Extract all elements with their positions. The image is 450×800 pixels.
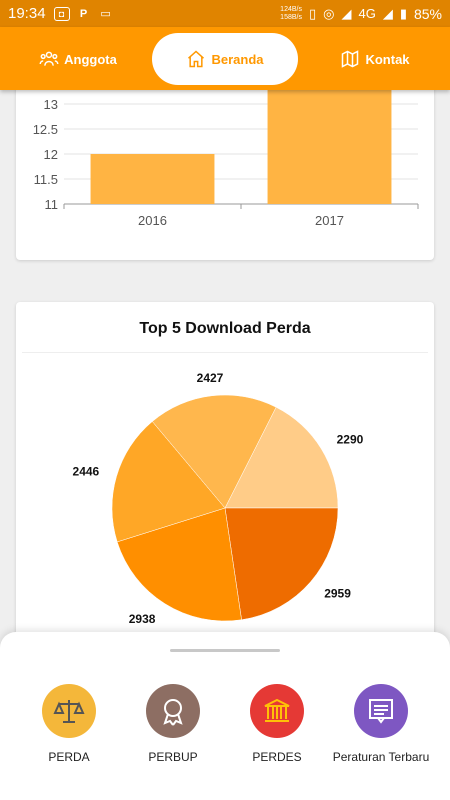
nav-tab-kontak[interactable]: Kontak	[330, 33, 420, 85]
menu-label: PERDES	[252, 750, 302, 764]
people-icon	[39, 51, 59, 66]
bottom-sheet: PERDA PERBUP PERDES Peraturan Terbaru	[0, 632, 450, 800]
status-time: 19:34	[8, 5, 46, 22]
x-tick-label: 2016	[138, 213, 167, 228]
net-speed-down: 158B/s	[280, 13, 302, 21]
nav-tab-label: Beranda	[211, 51, 264, 67]
laptop-icon: ▭	[100, 8, 111, 20]
pie-data-label: 2290	[337, 432, 364, 446]
y-tick-label: 12	[44, 147, 58, 162]
menu-icon-circle	[146, 684, 200, 738]
menu-label: PERDA	[48, 750, 90, 764]
net-speed: 124B/s 158B/s	[280, 6, 302, 22]
signal-icon: ◢	[341, 5, 352, 21]
y-tick-label: 11	[45, 197, 59, 212]
pie-data-label: 2959	[324, 587, 351, 601]
network-type: 4G	[358, 6, 376, 21]
map-icon	[342, 50, 359, 68]
x-tick-label: 2017	[315, 213, 344, 228]
menu-item-perda[interactable]: PERDA	[14, 684, 124, 764]
net-speed-up: 124B/s	[280, 5, 302, 13]
menu-icon-circle	[250, 684, 304, 738]
pie-data-label: 2446	[73, 464, 100, 478]
signal-icon-2: ◢	[382, 5, 393, 21]
bar-chart: 11 11.5 12 12.5 13 2016 2017	[33, 79, 419, 228]
bar-chart-card: 11 11.5 12 12.5 13 2016 2017	[16, 60, 434, 260]
app-p-icon: P	[79, 7, 88, 20]
bar-2017	[267, 79, 392, 204]
scales-icon	[53, 700, 85, 723]
pie-slice-2446	[111, 421, 226, 543]
menu-item-perbup[interactable]: PERBUP	[118, 684, 228, 764]
y-tick-label: 13	[44, 97, 58, 112]
nav-tab-label: Kontak	[365, 51, 410, 67]
sheet-drag-handle[interactable]	[170, 649, 280, 652]
award-icon	[163, 699, 183, 726]
bar-2016	[90, 154, 215, 204]
nav-tab-anggota[interactable]: Anggota	[28, 33, 128, 85]
battery-icon: ▮	[399, 5, 407, 21]
top-navigation: Anggota Beranda Kontak	[0, 27, 450, 90]
menu-icon-circle	[354, 684, 408, 738]
menu-item-perdes[interactable]: PERDES	[222, 684, 332, 764]
nav-tab-label: Anggota	[64, 51, 117, 67]
y-tick-label: 11.5	[34, 172, 58, 187]
notification-icon: ◘	[53, 6, 70, 21]
menu-label: PERBUP	[148, 750, 198, 764]
building-icon	[264, 698, 290, 722]
y-tick-label: 12.5	[33, 122, 58, 137]
vibrate-icon: ▯	[308, 5, 317, 21]
menu-item-peraturan-terbaru[interactable]: Peraturan Terbaru	[326, 684, 436, 764]
pie-data-label: 2427	[197, 371, 224, 385]
pie-slice-2290	[224, 406, 339, 509]
pie-chart-title: Top 5 Download Perda	[139, 320, 311, 337]
status-bar: 19:34 ◘ P ▭ 124B/s 158B/s ▯ ◎ ◢ 4G ◢ ▮ 8…	[0, 0, 450, 27]
battery-percent: 85%	[413, 5, 442, 22]
nav-tab-beranda[interactable]: Beranda	[152, 33, 298, 85]
pie-slice-2959	[224, 507, 339, 621]
pie-chart-card: Top 5 Download Perda 2290 2959 2938 2446 242…	[16, 302, 434, 662]
card-divider	[22, 352, 428, 353]
menu-icon-circle	[42, 684, 96, 738]
menu-label: Peraturan Terbaru	[332, 750, 430, 764]
pie-data-label: 2938	[129, 612, 156, 626]
pie-slice-2427	[151, 394, 277, 509]
hotspot-icon: ◎	[323, 5, 335, 21]
pie-chart: 2290 2959 2938 2446 2427	[73, 371, 364, 626]
home-icon	[188, 50, 205, 68]
document-icon	[369, 699, 393, 724]
pie-slice-2938	[116, 507, 242, 622]
